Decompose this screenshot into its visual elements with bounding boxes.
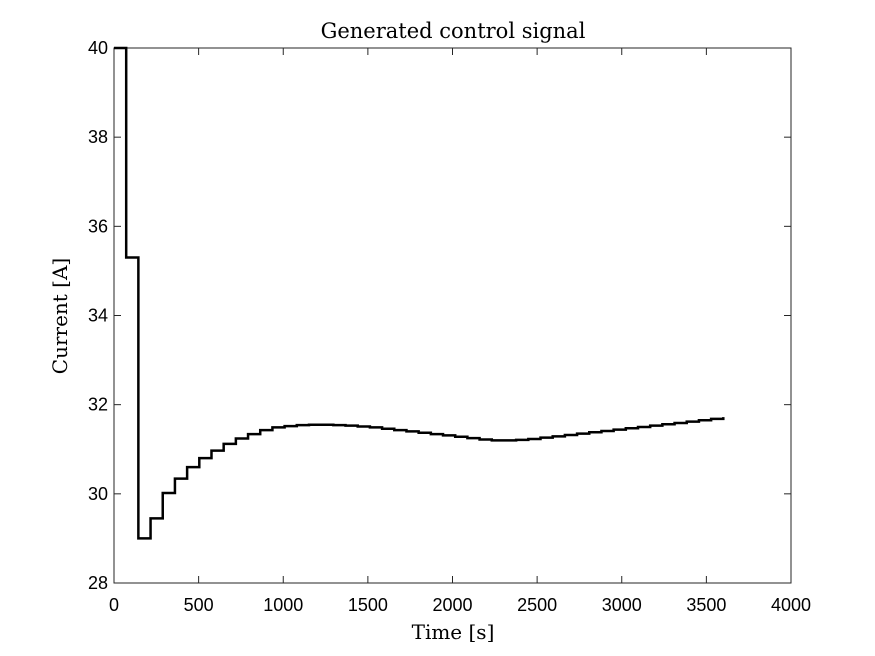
y-axis-label: Current [A]: [48, 258, 72, 374]
y-tick-label: 36: [88, 216, 108, 236]
x-tick-label: 500: [184, 595, 214, 615]
chart-title: Generated control signal: [321, 19, 586, 43]
y-tick-label: 34: [88, 306, 108, 326]
control-signal-line: [114, 46, 725, 540]
x-tick-label: 1000: [263, 595, 303, 615]
y-tick-label: 38: [88, 127, 108, 147]
x-tick-label: 0: [109, 595, 119, 615]
x-tick-label: 2000: [432, 595, 472, 615]
y-tick-label: 40: [88, 38, 108, 58]
x-tick-label: 2500: [517, 595, 557, 615]
y-tick-label: 32: [88, 395, 108, 415]
y-tick-label: 28: [88, 573, 108, 593]
x-axis-tick-labels: 0 500 1000 1500 2000 2500 3000 3500 4000: [109, 595, 811, 615]
x-axis-label: Time [s]: [412, 620, 495, 644]
x-tick-label: 1500: [348, 595, 388, 615]
x-tick-label: 4000: [771, 595, 811, 615]
plot-area: [113, 46, 792, 584]
x-axis-ticks: [113, 48, 792, 583]
y-tick-label: 30: [88, 484, 108, 504]
axes-box: [113, 47, 792, 584]
y-axis-tick-labels: 28 30 32 34 36 38 40: [88, 38, 108, 593]
x-tick-label: 3500: [686, 595, 726, 615]
x-tick-label: 3000: [602, 595, 642, 615]
series-layer: [114, 46, 725, 540]
